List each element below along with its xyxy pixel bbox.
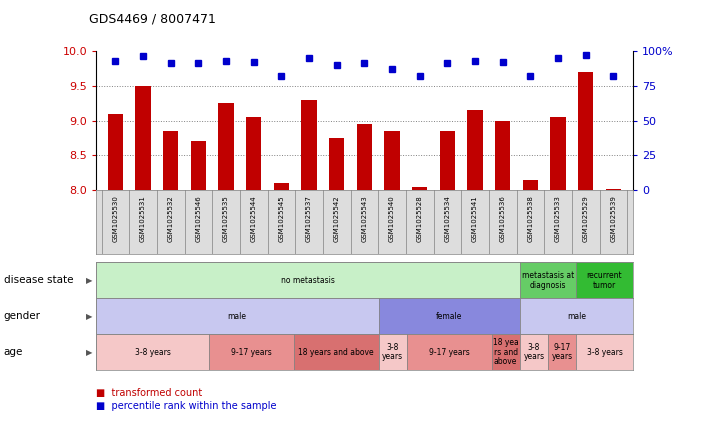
Bar: [491, 334, 520, 370]
Bar: [523, 180, 538, 190]
Text: age: age: [4, 347, 23, 357]
Text: 9-17 years: 9-17 years: [231, 348, 272, 357]
Bar: [191, 141, 206, 190]
Bar: [96, 262, 520, 298]
Text: ▶: ▶: [86, 312, 92, 321]
Text: disease state: disease state: [4, 275, 73, 285]
Text: GSM1025528: GSM1025528: [417, 195, 423, 242]
Text: 18 years and above: 18 years and above: [299, 348, 374, 357]
Bar: [378, 334, 407, 370]
Text: GSM1025545: GSM1025545: [279, 195, 284, 242]
Text: GSM1025546: GSM1025546: [196, 195, 201, 242]
Bar: [495, 121, 510, 190]
Text: gender: gender: [4, 311, 41, 321]
Text: GSM1025535: GSM1025535: [223, 195, 229, 242]
Text: GSM1025530: GSM1025530: [112, 195, 118, 242]
Bar: [520, 262, 577, 298]
Bar: [520, 334, 548, 370]
Text: 3-8 years: 3-8 years: [134, 348, 171, 357]
Text: recurrent
tumor: recurrent tumor: [587, 271, 622, 290]
Bar: [385, 131, 400, 190]
Bar: [135, 85, 151, 190]
Bar: [96, 298, 378, 334]
Text: GSM1025534: GSM1025534: [444, 195, 450, 242]
Text: GSM1025539: GSM1025539: [611, 195, 616, 242]
Bar: [440, 131, 455, 190]
Bar: [96, 334, 209, 370]
Text: GSM1025531: GSM1025531: [140, 195, 146, 242]
Text: ▶: ▶: [86, 348, 92, 357]
Bar: [357, 124, 372, 190]
Text: GSM1025538: GSM1025538: [528, 195, 533, 242]
Text: ▶: ▶: [86, 276, 92, 285]
Bar: [578, 72, 594, 190]
Text: 3-8 years: 3-8 years: [587, 348, 622, 357]
Bar: [467, 110, 483, 190]
Text: ■  transformed count: ■ transformed count: [96, 388, 202, 398]
Text: GSM1025540: GSM1025540: [389, 195, 395, 242]
Text: GSM1025544: GSM1025544: [251, 195, 257, 242]
Bar: [407, 334, 491, 370]
Bar: [163, 131, 178, 190]
Text: GSM1025542: GSM1025542: [333, 195, 340, 242]
Text: GSM1025533: GSM1025533: [555, 195, 561, 242]
Bar: [548, 334, 577, 370]
Bar: [520, 298, 633, 334]
Bar: [274, 184, 289, 190]
Text: GSM1025532: GSM1025532: [168, 195, 173, 242]
Bar: [606, 189, 621, 190]
Bar: [294, 334, 378, 370]
Text: GSM1025536: GSM1025536: [500, 195, 506, 242]
Text: no metastasis: no metastasis: [281, 276, 335, 285]
Bar: [108, 113, 123, 190]
Bar: [246, 117, 262, 190]
Bar: [301, 99, 316, 190]
Text: GSM1025543: GSM1025543: [361, 195, 368, 242]
Text: 3-8
years: 3-8 years: [523, 343, 545, 362]
Bar: [577, 262, 633, 298]
Text: 18 yea
rs and
above: 18 yea rs and above: [493, 338, 518, 366]
Text: GDS4469 / 8007471: GDS4469 / 8007471: [89, 12, 215, 25]
Bar: [577, 334, 633, 370]
Bar: [378, 298, 520, 334]
Bar: [329, 138, 344, 190]
Text: metastasis at
diagnosis: metastasis at diagnosis: [522, 271, 574, 290]
Text: ■  percentile rank within the sample: ■ percentile rank within the sample: [96, 401, 277, 411]
Text: 9-17
years: 9-17 years: [552, 343, 573, 362]
Bar: [209, 334, 294, 370]
Text: male: male: [567, 312, 586, 321]
Bar: [550, 117, 566, 190]
Text: GSM1025537: GSM1025537: [306, 195, 312, 242]
Bar: [412, 187, 427, 190]
Text: male: male: [228, 312, 247, 321]
Bar: [218, 103, 234, 190]
Text: GSM1025541: GSM1025541: [472, 195, 478, 242]
Text: 9-17 years: 9-17 years: [429, 348, 469, 357]
Text: 3-8
years: 3-8 years: [382, 343, 403, 362]
Text: GSM1025529: GSM1025529: [583, 195, 589, 242]
Text: female: female: [436, 312, 462, 321]
